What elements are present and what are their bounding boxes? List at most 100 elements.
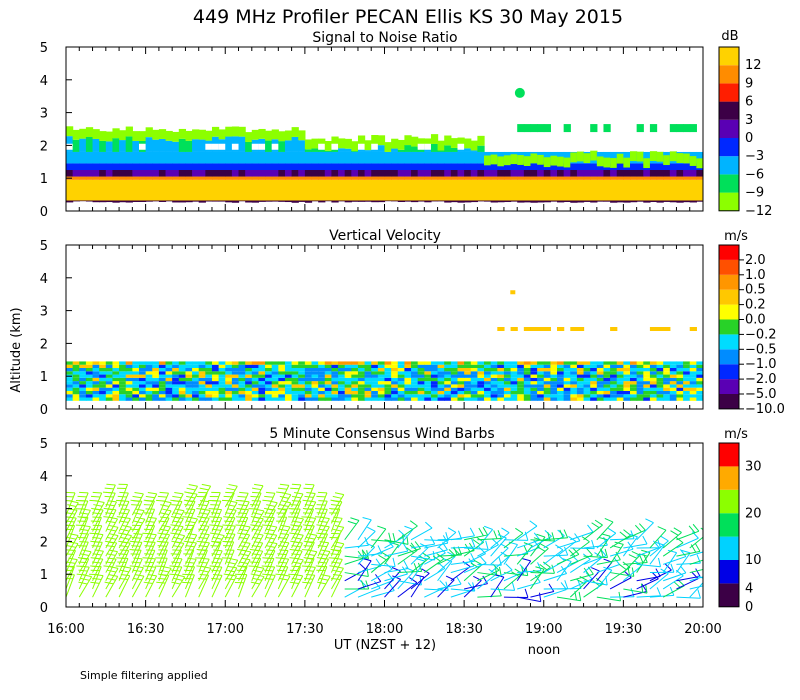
wind-barb (708, 576, 713, 584)
wind-barb (184, 491, 194, 495)
vv-cell (320, 345, 377, 355)
vv-cell (145, 397, 153, 401)
wind-barb (224, 560, 239, 582)
vv-cell (324, 368, 333, 372)
wind-barb (277, 558, 290, 581)
snr-cell (357, 176, 366, 180)
snr-cell (72, 151, 80, 164)
snr-cell (324, 151, 333, 164)
wind-barb (118, 509, 130, 532)
vv-cell (537, 394, 545, 398)
vv-cell (105, 374, 114, 378)
vv-cell (291, 384, 299, 388)
vv-cell (683, 390, 691, 395)
vv-cell (265, 374, 273, 378)
vv-cell (158, 381, 167, 385)
y-axis-label: Altitude (km) (9, 307, 24, 392)
wind-barb (78, 558, 90, 581)
snr-cell (331, 163, 339, 170)
wind-barb (291, 566, 301, 590)
snr-cell (576, 170, 585, 177)
snr-cell (218, 179, 226, 201)
snr-cell (514, 87, 525, 98)
vv-cell (119, 361, 127, 365)
x-tick-label: 16:30 (127, 622, 164, 637)
vv-cell (464, 371, 472, 375)
snr-cell (198, 200, 206, 203)
wind-barb (198, 575, 210, 598)
snr-cell (72, 129, 80, 140)
wind-barb (66, 502, 79, 524)
vv-cell (92, 368, 100, 372)
vv-cell (66, 390, 74, 395)
vv-cell (158, 387, 167, 391)
vv-cell (238, 368, 246, 372)
wind-barb (640, 583, 644, 593)
vv-cell (324, 390, 333, 395)
vv-cell (424, 384, 432, 388)
snr-cell (450, 151, 459, 164)
vv-cell (523, 381, 532, 385)
vv-cell (291, 361, 299, 365)
vv-cell (391, 387, 399, 391)
vv-cell (152, 387, 160, 391)
vv-cell (79, 371, 87, 375)
wind-barb (410, 543, 435, 549)
snr-cell (636, 124, 644, 133)
vv-cell (430, 361, 439, 365)
colorbar-block (719, 394, 739, 409)
snr-cell (304, 176, 313, 180)
vv-cell (79, 384, 87, 388)
snr-cell (397, 149, 406, 152)
wind-barb (226, 504, 236, 507)
colorbar-frame (718, 442, 740, 608)
vv-cell (576, 368, 585, 372)
wind-barb (316, 512, 326, 514)
vv-cell (424, 364, 432, 368)
vv-cell (603, 397, 611, 401)
vv-cell (211, 387, 220, 391)
wind-barb (503, 573, 523, 590)
vv-cell (616, 394, 624, 398)
wind-barb (708, 560, 713, 568)
snr-cell (138, 179, 147, 201)
wind-barb (676, 578, 699, 590)
snr-cell (245, 170, 253, 177)
wind-barb (158, 549, 168, 573)
colorbar-block (719, 536, 739, 560)
wind-barb (211, 566, 223, 590)
vv-cell (324, 371, 333, 375)
wind-barb (157, 545, 167, 547)
vv-cell (444, 364, 452, 368)
snr-cell (145, 170, 153, 177)
snr-cell (351, 179, 359, 201)
snr-cell (225, 136, 233, 152)
vv-cell (457, 361, 465, 365)
wind-barb (478, 527, 484, 537)
snr-cell (596, 176, 605, 180)
vv-cell (424, 397, 432, 401)
snr-cell (211, 176, 220, 180)
snr-cell (510, 200, 518, 202)
snr-cell (211, 170, 220, 177)
wind-barb (463, 564, 483, 582)
wind-barb (251, 534, 264, 557)
snr-cell (411, 136, 419, 147)
wind-barb (92, 491, 102, 494)
vv-cell (172, 397, 180, 401)
wind-barb (583, 580, 608, 586)
vv-cell (357, 381, 366, 385)
x-tick-label: 16:00 (47, 622, 84, 637)
vv-cell (656, 377, 664, 382)
wind-barb (450, 565, 475, 574)
wind-barb (171, 566, 183, 590)
snr-cell (291, 200, 299, 203)
snr-cell (404, 170, 412, 177)
wind-barb (198, 517, 210, 540)
vv-cell (517, 371, 525, 375)
vv-cell (251, 368, 260, 372)
wind-barb (92, 575, 104, 598)
vv-cell (384, 381, 392, 385)
snr-cell (404, 135, 412, 146)
